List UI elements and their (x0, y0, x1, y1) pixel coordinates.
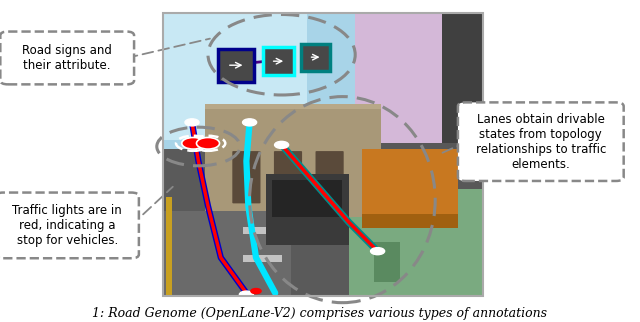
Circle shape (239, 291, 253, 298)
FancyBboxPatch shape (272, 180, 342, 217)
FancyBboxPatch shape (316, 151, 344, 204)
FancyBboxPatch shape (263, 47, 294, 75)
FancyBboxPatch shape (243, 227, 282, 234)
Circle shape (243, 119, 257, 126)
FancyBboxPatch shape (355, 13, 483, 149)
FancyBboxPatch shape (163, 13, 307, 140)
Text: Lanes obtain drivable
states from topology
relationships to traffic
elements.: Lanes obtain drivable states from topolo… (476, 113, 606, 171)
FancyBboxPatch shape (232, 151, 260, 204)
FancyBboxPatch shape (163, 13, 483, 149)
FancyBboxPatch shape (301, 44, 330, 71)
FancyBboxPatch shape (0, 32, 134, 84)
FancyBboxPatch shape (362, 149, 458, 228)
Circle shape (185, 119, 199, 126)
Circle shape (371, 248, 385, 255)
FancyBboxPatch shape (349, 143, 483, 189)
FancyBboxPatch shape (349, 189, 483, 296)
FancyBboxPatch shape (274, 151, 302, 204)
FancyBboxPatch shape (218, 49, 254, 82)
FancyBboxPatch shape (362, 214, 458, 228)
Text: Traffic lights are in
red, indicating a
stop for vehicles.: Traffic lights are in red, indicating a … (12, 204, 122, 247)
FancyBboxPatch shape (163, 211, 291, 296)
Text: 1: Road Genome (OpenLane-V2) comprises various types of annotations: 1: Road Genome (OpenLane-V2) comprises v… (93, 308, 547, 320)
Text: Road signs and
their attribute.: Road signs and their attribute. (22, 44, 112, 72)
FancyBboxPatch shape (205, 104, 381, 217)
FancyBboxPatch shape (458, 102, 624, 181)
FancyBboxPatch shape (166, 197, 172, 296)
FancyBboxPatch shape (243, 255, 282, 262)
Circle shape (275, 141, 289, 148)
FancyBboxPatch shape (205, 109, 381, 217)
Circle shape (182, 137, 205, 149)
FancyBboxPatch shape (442, 13, 483, 149)
FancyBboxPatch shape (374, 242, 400, 282)
Circle shape (251, 289, 261, 294)
FancyBboxPatch shape (266, 175, 349, 245)
Circle shape (196, 137, 220, 149)
FancyBboxPatch shape (0, 193, 139, 258)
FancyBboxPatch shape (163, 149, 371, 296)
